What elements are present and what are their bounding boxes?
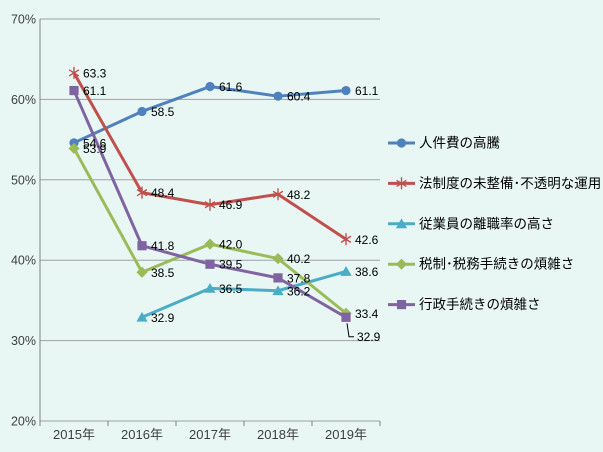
legend-item-label: 人件費の高騰 bbox=[419, 135, 500, 151]
data-label: 42.6 bbox=[355, 233, 379, 247]
y-axis-tick-label: 40% bbox=[11, 254, 36, 268]
asterisk-marker-icon bbox=[396, 177, 407, 190]
square-marker-icon bbox=[341, 312, 351, 322]
asterisk-marker-icon bbox=[204, 198, 216, 211]
data-label: 46.9 bbox=[219, 198, 243, 212]
diamond-marker-icon bbox=[136, 266, 148, 278]
x-axis-category-label: 2016年 bbox=[121, 427, 163, 442]
legend-item-label: 行政手続きの煩雑さ bbox=[419, 297, 541, 312]
data-label: 38.5 bbox=[151, 266, 175, 280]
legend-item-label: 税制･税務手続きの煩雑さ bbox=[419, 257, 574, 272]
triangle-marker-icon bbox=[395, 218, 408, 229]
data-label: 53.9 bbox=[83, 142, 107, 156]
x-axis-category-label: 2019年 bbox=[325, 427, 367, 442]
data-label: 38.6 bbox=[355, 265, 379, 279]
x-axis-category-label: 2015年 bbox=[53, 427, 95, 442]
square-marker-icon bbox=[205, 259, 215, 269]
data-label: 41.8 bbox=[151, 239, 175, 253]
y-axis-tick-label: 50% bbox=[11, 173, 36, 187]
data-label: 33.4 bbox=[355, 307, 379, 321]
diamond-marker-icon bbox=[272, 252, 284, 265]
data-label: 40.2 bbox=[287, 252, 311, 266]
data-label: 61.6 bbox=[219, 80, 243, 94]
square-marker-icon bbox=[396, 300, 407, 310]
circle-marker-icon bbox=[341, 85, 351, 96]
y-axis-tick-label: 30% bbox=[11, 334, 36, 348]
y-axis-tick-label: 20% bbox=[11, 415, 36, 429]
legend-item-label: 法制度の未整備･不透明な運用 bbox=[419, 176, 601, 191]
data-label: 58.5 bbox=[151, 105, 175, 119]
data-label: 36.5 bbox=[219, 282, 243, 296]
triangle-marker-icon bbox=[272, 285, 284, 296]
diamond-marker-icon bbox=[68, 142, 80, 155]
data-label: 61.1 bbox=[355, 84, 379, 98]
data-label-leader-line bbox=[346, 323, 354, 338]
data-label: 37.8 bbox=[287, 271, 311, 285]
circle-marker-icon bbox=[205, 81, 215, 92]
y-axis-tick-label: 70% bbox=[11, 13, 36, 27]
data-label: 32.9 bbox=[151, 311, 175, 325]
square-marker-icon bbox=[69, 85, 79, 96]
series-line-2 bbox=[140, 269, 348, 319]
asterisk-marker-icon bbox=[68, 66, 80, 79]
circle-marker-icon bbox=[396, 138, 407, 148]
x-axis-category-label: 2017年 bbox=[189, 427, 231, 442]
circle-marker-icon bbox=[137, 106, 147, 117]
asterisk-marker-icon bbox=[136, 186, 148, 199]
data-label: 42.0 bbox=[219, 238, 243, 252]
data-label: 32.9 bbox=[357, 330, 381, 344]
square-marker-icon bbox=[273, 273, 283, 283]
data-label: 60.4 bbox=[287, 90, 311, 104]
legend-item-label: 従業員の離職率の高さ bbox=[419, 215, 554, 231]
circle-marker-icon bbox=[69, 138, 79, 148]
data-label: 36.2 bbox=[287, 284, 311, 298]
triangle-marker-icon bbox=[136, 311, 148, 322]
asterisk-marker-icon bbox=[272, 188, 284, 201]
circle-marker-icon bbox=[273, 91, 283, 101]
data-label: 48.2 bbox=[287, 188, 311, 202]
data-label: 48.4 bbox=[151, 186, 175, 200]
asterisk-marker-icon bbox=[340, 233, 352, 246]
data-label: 61.1 bbox=[83, 84, 107, 98]
triangle-marker-icon bbox=[204, 282, 216, 293]
y-axis-tick-label: 60% bbox=[11, 93, 36, 107]
data-label: 63.3 bbox=[83, 66, 107, 80]
triangle-marker-icon bbox=[340, 266, 352, 276]
diamond-marker-icon bbox=[395, 258, 408, 270]
diamond-marker-icon bbox=[204, 238, 216, 250]
data-label: 54.6 bbox=[83, 136, 107, 150]
data-label: 39.5 bbox=[219, 258, 243, 272]
square-marker-icon bbox=[137, 241, 147, 251]
x-axis-category-label: 2018年 bbox=[257, 427, 299, 442]
